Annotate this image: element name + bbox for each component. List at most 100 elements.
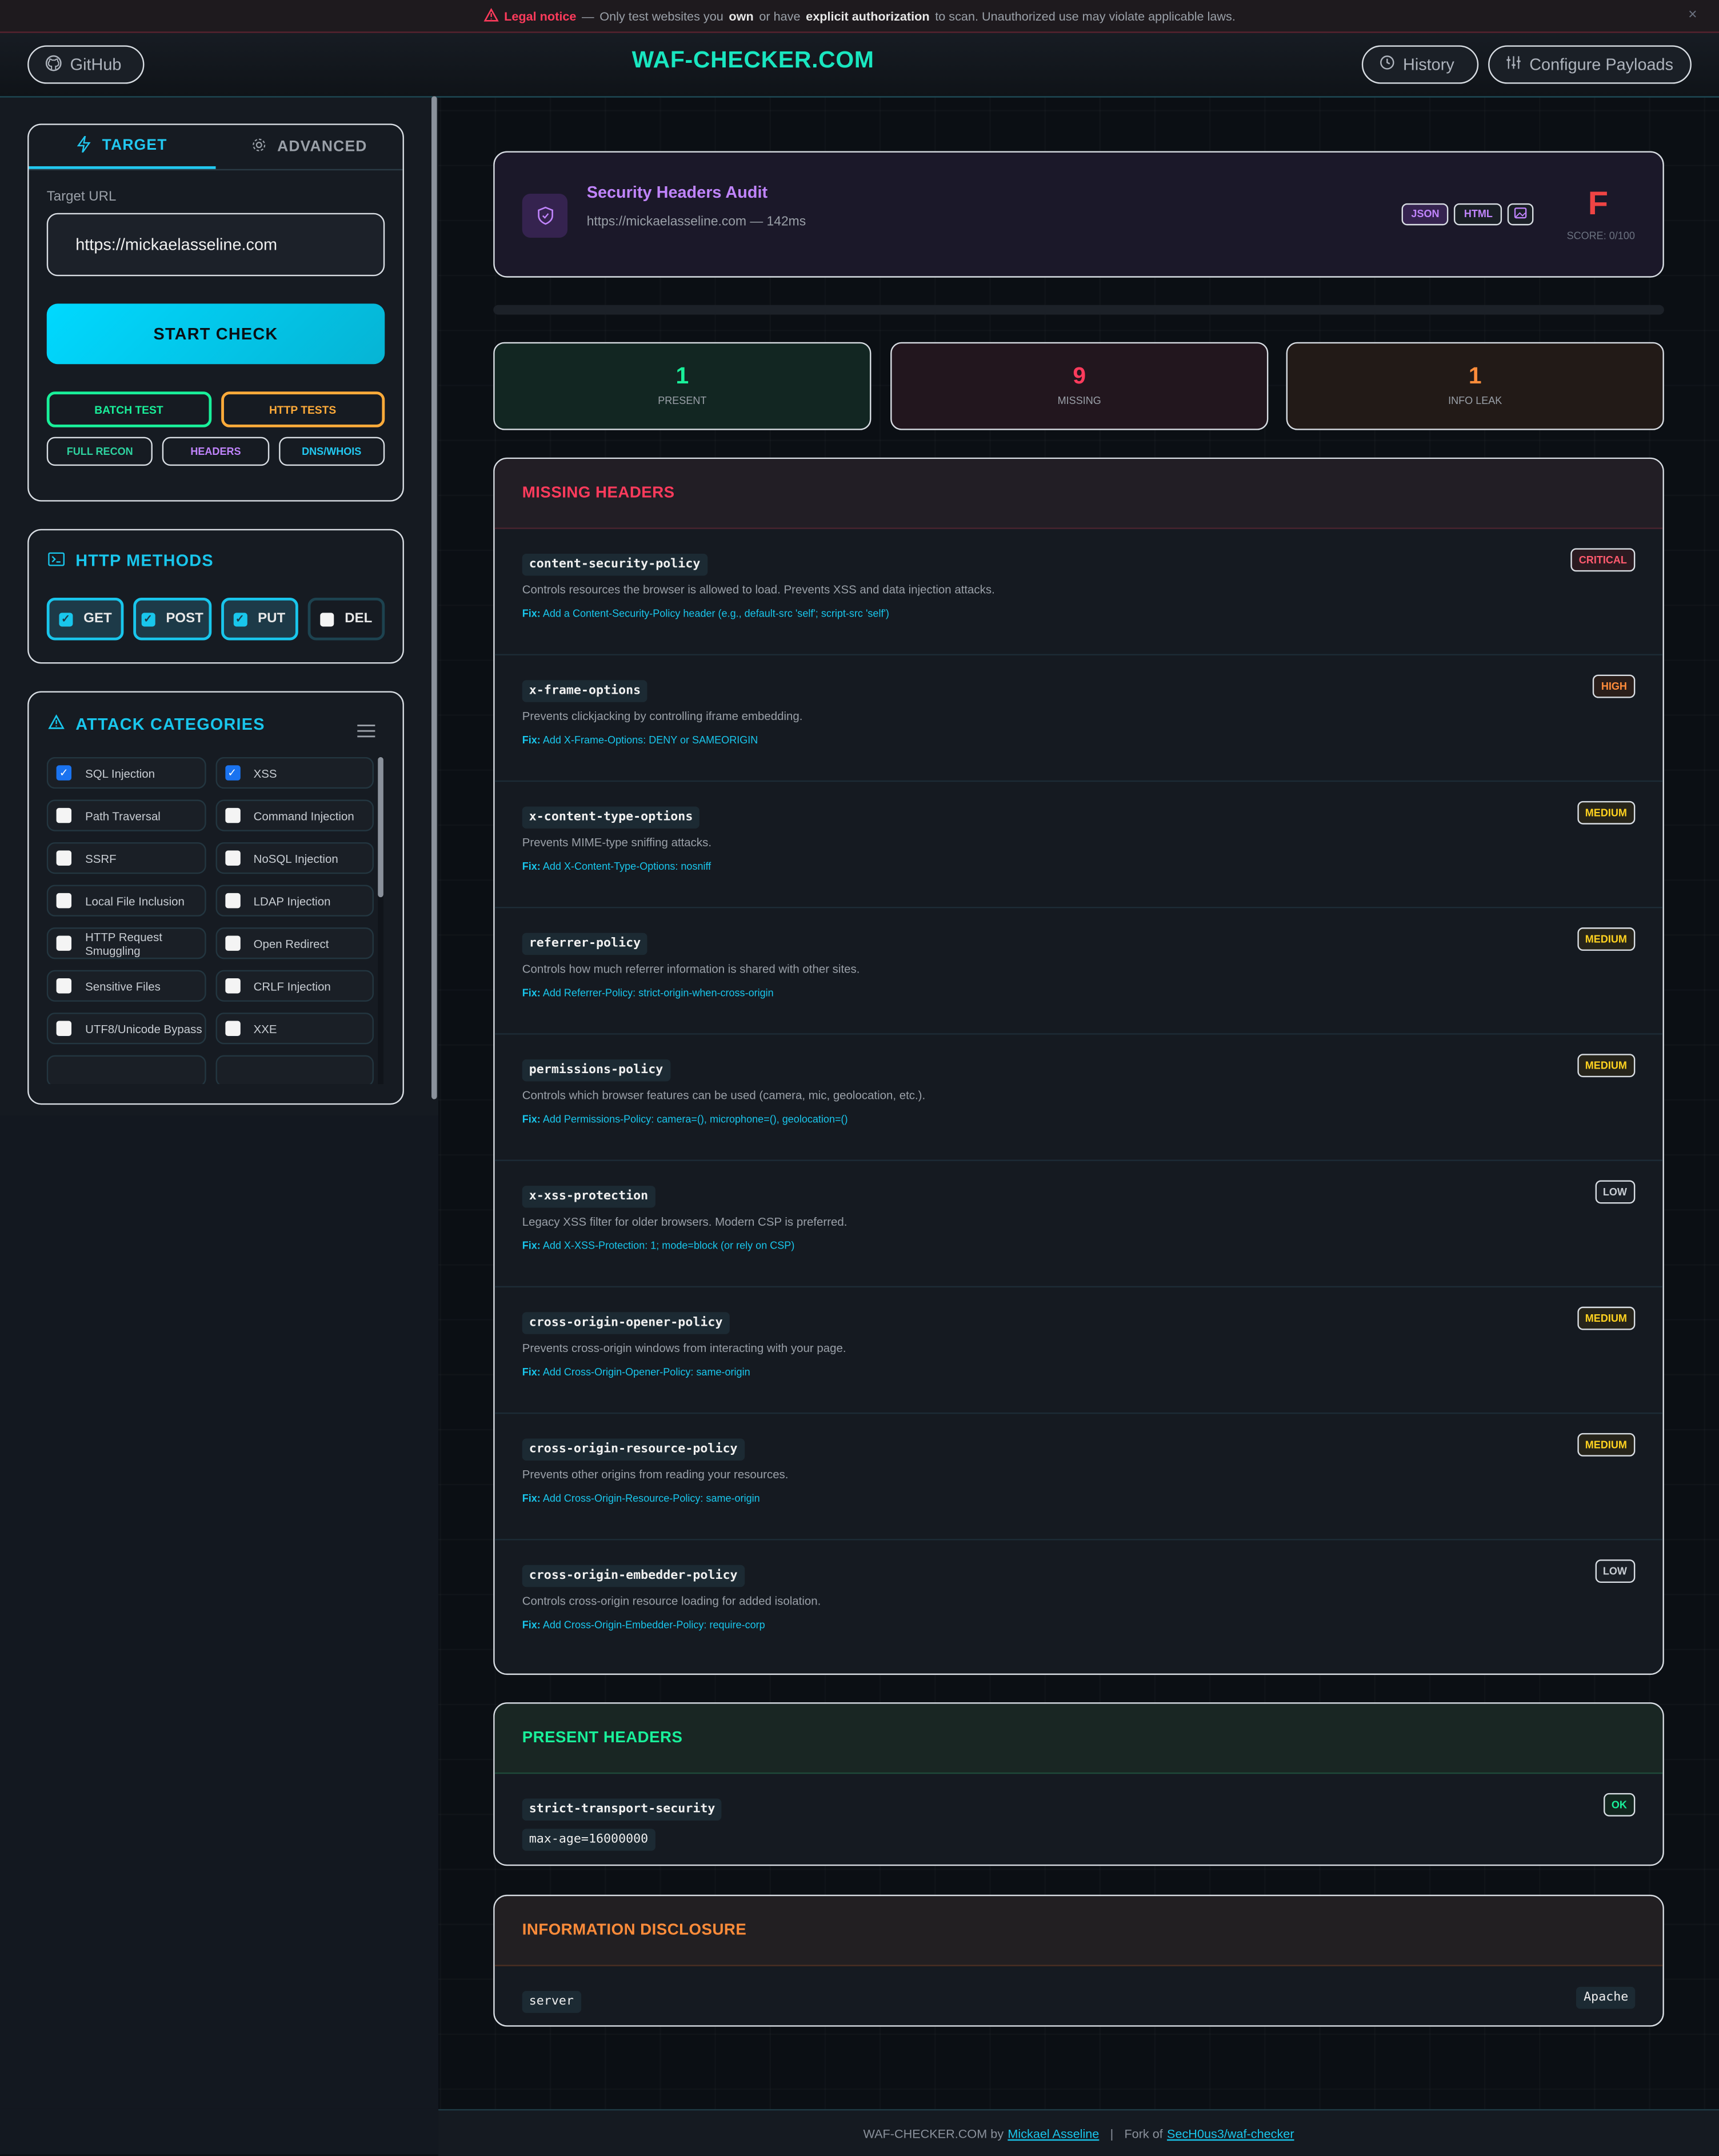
checkbox[interactable]: [225, 893, 240, 909]
missing-header-item: x-xss-protection Legacy XSS filter for ol…: [494, 1161, 1663, 1288]
method-put-toggle[interactable]: ✓ PUT: [220, 597, 298, 641]
category-label: SQL Injection: [85, 766, 155, 780]
clock-icon: [1380, 55, 1394, 74]
target-url-input[interactable]: https://mickaelasseline.com: [46, 213, 385, 277]
info-header-name: server: [522, 1991, 581, 2013]
checkbox[interactable]: [56, 935, 72, 951]
category-item[interactable]: [46, 1055, 206, 1085]
method-get-toggle[interactable]: ✓ GET: [46, 597, 125, 641]
full-recon-button[interactable]: FULL RECON: [46, 437, 153, 466]
header-name: cross-origin-embedder-policy: [522, 1565, 745, 1587]
github-button[interactable]: GitHub: [27, 45, 145, 84]
checkbox[interactable]: [56, 807, 72, 823]
header-name: strict-transport-security: [522, 1798, 722, 1821]
sidebar-scrollbar[interactable]: [431, 96, 437, 1099]
category-item[interactable]: Sensitive Files: [46, 970, 206, 1002]
score: SCORE: 0/100: [1566, 229, 1635, 242]
checkbox[interactable]: [225, 1021, 240, 1036]
grade: F: [1588, 185, 1609, 223]
category-item[interactable]: NoSQL Injection: [215, 842, 374, 874]
export-json-button[interactable]: JSON: [1401, 203, 1449, 226]
checkbox[interactable]: ✓: [233, 612, 247, 626]
menu-icon[interactable]: [357, 720, 375, 745]
missing-header-item: referrer-policy Controls how much referre…: [494, 908, 1663, 1035]
checkbox[interactable]: [319, 612, 334, 626]
category-item[interactable]: CRLF Injection: [215, 970, 374, 1002]
header-description: Controls how much referrer information i…: [522, 962, 860, 976]
checkbox[interactable]: [225, 850, 240, 866]
checkbox[interactable]: [56, 978, 72, 994]
category-item[interactable]: [215, 1055, 374, 1085]
checkbox[interactable]: [56, 1021, 72, 1036]
headers-button[interactable]: HEADERS: [162, 437, 269, 466]
category-item[interactable]: HTTP Request Smuggling: [46, 927, 206, 959]
header-description: Prevents clickjacking by controlling ifr…: [522, 709, 803, 723]
category-item[interactable]: Path Traversal: [46, 799, 206, 831]
severity-badge: MEDIUM: [1577, 1433, 1636, 1457]
header-value: max-age=16000000: [522, 1829, 655, 1851]
method-del-toggle[interactable]: DEL: [307, 597, 385, 641]
checkbox[interactable]: [225, 978, 240, 994]
category-item[interactable]: ✓ XSS: [215, 757, 374, 789]
tab-advanced[interactable]: ADVANCED: [216, 125, 403, 169]
close-banner-button[interactable]: ×: [1688, 7, 1697, 23]
dns-whois-button[interactable]: DNS/WHOIS: [278, 437, 385, 466]
checkbox[interactable]: [225, 935, 240, 951]
tab-target[interactable]: TARGET: [29, 125, 216, 169]
export-image-button[interactable]: [1508, 203, 1534, 226]
categories-scroll-track[interactable]: [378, 757, 383, 1085]
checkbox[interactable]: [225, 807, 240, 823]
severity-badge: MEDIUM: [1577, 801, 1636, 825]
fix-label: Fix:: [522, 607, 541, 620]
category-item[interactable]: ✓ SQL Injection: [46, 757, 206, 789]
site-logo[interactable]: WAF-CHECKER.COM: [631, 46, 874, 73]
batch-test-button[interactable]: BATCH TEST: [46, 391, 211, 427]
lightning-icon: [77, 135, 91, 156]
checkbox[interactable]: [56, 893, 72, 909]
attack-categories-title: ATTACK CATEGORIES: [75, 714, 265, 734]
header-name: x-frame-options: [522, 680, 648, 702]
category-item[interactable]: LDAP Injection: [215, 885, 374, 917]
fix-label: Fix:: [522, 1492, 541, 1505]
sidebar-tabs: TARGET ADVANCED: [29, 125, 403, 171]
category-label: LDAP Injection: [253, 894, 331, 908]
category-label: CRLF Injection: [253, 979, 331, 993]
checkbox[interactable]: ✓: [56, 765, 72, 781]
severity-badge: MEDIUM: [1577, 1306, 1636, 1330]
http-methods-heading: HTTP METHODS: [48, 551, 402, 570]
fix-text: Add X-Frame-Options: DENY or SAMEORIGIN: [542, 734, 758, 746]
status-badge: OK: [1603, 1793, 1636, 1817]
repo-link[interactable]: SecH0us3/waf-checker: [1167, 2126, 1294, 2141]
category-item[interactable]: SSRF: [46, 842, 206, 874]
method-post-toggle[interactable]: ✓ POST: [133, 597, 211, 641]
checkbox[interactable]: ✓: [225, 765, 240, 781]
categories-scroll-thumb[interactable]: [378, 757, 383, 898]
author-link[interactable]: Mickael Asseline: [1008, 2126, 1100, 2141]
score-progress-bar: [493, 305, 1664, 315]
method-label: DEL: [345, 611, 373, 627]
severity-badge: LOW: [1594, 1559, 1636, 1583]
category-item[interactable]: XXE: [215, 1013, 374, 1045]
checkbox[interactable]: [56, 850, 72, 866]
category-item[interactable]: Command Injection: [215, 799, 374, 831]
header-name: referrer-policy: [522, 933, 648, 955]
information-disclosure-title: INFORMATION DISCLOSURE: [494, 1896, 1663, 1966]
category-item[interactable]: Open Redirect: [215, 927, 374, 959]
method-label: GET: [83, 611, 112, 627]
attack-categories-card: ATTACK CATEGORIES ✓ SQL Injection ✓ XSS Path…: [27, 691, 404, 1105]
history-button[interactable]: History: [1361, 45, 1479, 84]
configure-payloads-button[interactable]: Configure Payloads: [1488, 45, 1692, 84]
checkbox[interactable]: ✓: [141, 612, 155, 626]
category-item[interactable]: UTF8/Unicode Bypass: [46, 1013, 206, 1045]
start-check-button[interactable]: START CHECK: [46, 303, 385, 365]
category-item[interactable]: Local File Inclusion: [46, 885, 206, 917]
checkbox[interactable]: ✓: [59, 612, 73, 626]
http-tests-button[interactable]: HTTP TESTS: [220, 391, 385, 427]
attack-categories-heading: ATTACK CATEGORIES: [48, 714, 402, 734]
header-name: x-xss-protection: [522, 1186, 655, 1208]
stat-info-value: 1: [1468, 362, 1482, 389]
header-fix: Fix: Add X-Content-Type-Options: nosniff: [522, 860, 1636, 873]
fix-label: Fix:: [522, 986, 541, 999]
export-html-button[interactable]: HTML: [1454, 203, 1502, 226]
missing-header-item: permissions-policy Controls which browser…: [494, 1035, 1663, 1161]
